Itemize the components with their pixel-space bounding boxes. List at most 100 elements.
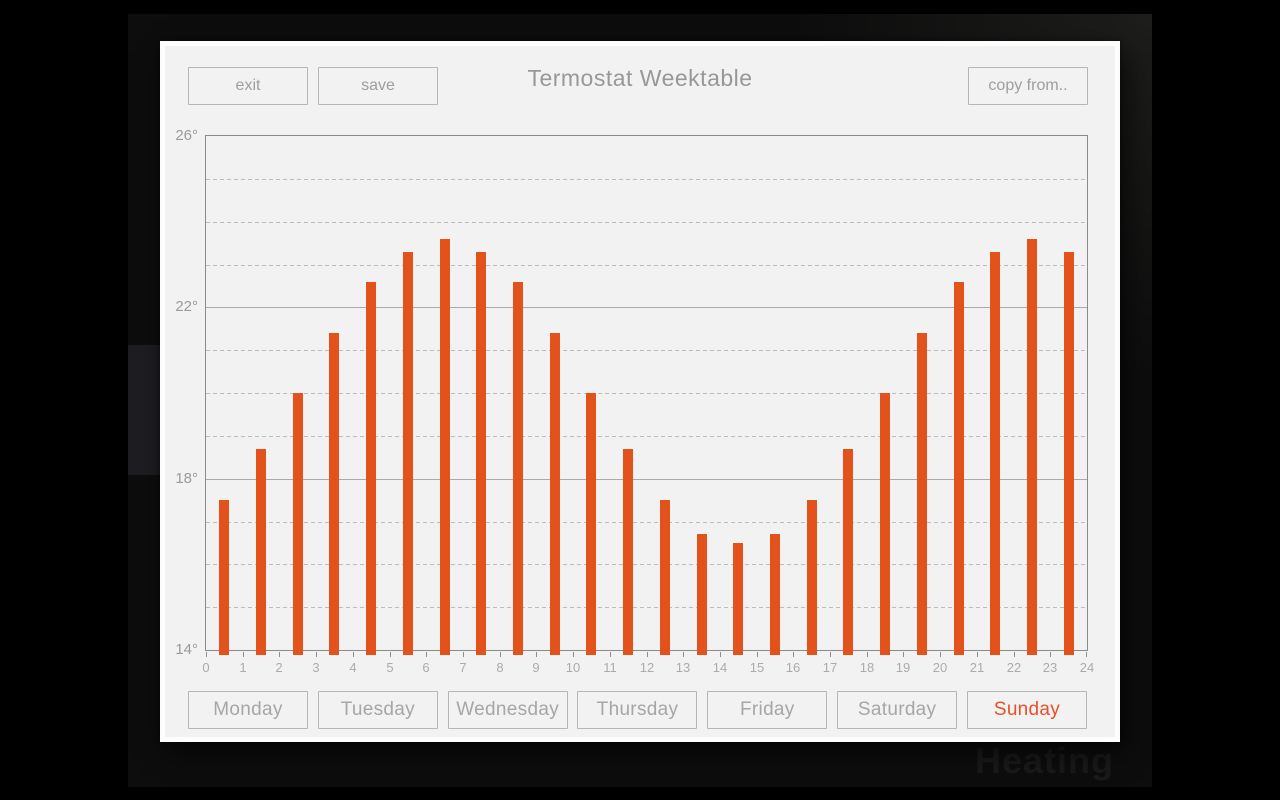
x-axis-tick-10 [573,652,574,657]
page-title: Termostat Weektable [527,65,753,91]
x-axis-label-13: 13 [675,660,691,675]
temp-bar-hour-0[interactable] [219,500,229,655]
x-axis-tick-22 [1014,652,1015,657]
x-axis-tick-3 [316,652,317,657]
x-axis-label-16: 16 [785,660,801,675]
day-button-thursday[interactable]: Thursday [577,691,698,729]
copy-from-button[interactable]: copy from.. [968,67,1088,105]
x-axis-label-8: 8 [496,660,504,675]
temp-bar-hour-1[interactable] [256,449,266,655]
x-axis-tick-19 [903,652,904,657]
temp-bar-hour-3[interactable] [329,333,339,655]
x-axis-tick-9 [536,652,537,657]
background-heating-label: Heating [975,740,1115,781]
x-axis-label-2: 2 [275,660,283,675]
x-axis-label-19: 19 [895,660,911,675]
temp-bar-hour-5[interactable] [403,252,413,655]
day-selector-row: Monday Tuesday Wednesday Thursday Friday Satu… [188,691,1087,729]
x-axis-label-18: 18 [859,660,875,675]
x-axis-label-5: 5 [386,660,394,675]
temp-bar-hour-18[interactable] [880,393,890,655]
day-button-sunday[interactable]: Sunday [966,691,1087,729]
day-button-wednesday[interactable]: Wednesday [447,691,568,729]
y-axis-label-18: 18° [175,470,198,487]
temp-bar-hour-16[interactable] [807,500,817,655]
x-axis-tick-23 [1050,652,1051,657]
temp-bar-hour-7[interactable] [476,252,486,655]
x-axis-label-22: 22 [1006,660,1022,675]
temp-bar-hour-10[interactable] [586,393,596,655]
temp-bar-hour-23[interactable] [1064,252,1074,655]
dialog-content: exit save Termostat Weektable copy from.… [165,46,1115,737]
x-axis-tick-15 [757,652,758,657]
x-axis-label-0: 0 [202,660,210,675]
temp-bar-hour-8[interactable] [513,282,523,655]
x-axis-label-10: 10 [565,660,581,675]
save-button[interactable]: save [318,67,438,105]
gridline-15deg [206,607,1087,608]
temp-bar-hour-6[interactable] [440,239,450,655]
gridline-18deg [206,479,1087,480]
x-axis-tick-20 [940,652,941,657]
x-axis-tick-6 [426,652,427,657]
day-button-friday[interactable]: Friday [707,691,828,729]
gridline-24deg [206,222,1087,223]
x-axis-label-6: 6 [422,660,430,675]
x-axis-label-3: 3 [312,660,320,675]
x-axis-tick-13 [683,652,684,657]
temp-bar-hour-11[interactable] [623,449,633,655]
x-axis-label-15: 15 [749,660,765,675]
gridline-23deg [206,265,1087,266]
x-axis-tick-14 [720,652,721,657]
gridline-20deg [206,393,1087,394]
x-axis-tick-21 [977,652,978,657]
temp-bar-hour-22[interactable] [1027,239,1037,655]
x-axis-label-7: 7 [459,660,467,675]
x-axis-label-12: 12 [639,660,655,675]
y-axis-label-22: 22° [175,298,198,315]
x-axis-tick-1 [243,652,244,657]
x-axis-label-1: 1 [239,660,247,675]
x-axis-label-23: 23 [1042,660,1058,675]
x-axis-tick-18 [867,652,868,657]
y-axis-label-14: 14° [175,641,198,658]
temp-bar-hour-13[interactable] [697,534,707,655]
x-axis-tick-7 [463,652,464,657]
thermostat-weektable-dialog: exit save Termostat Weektable copy from.… [160,41,1120,742]
gridline-22deg [206,307,1087,308]
temp-bar-hour-20[interactable] [954,282,964,655]
temp-bar-hour-21[interactable] [990,252,1000,655]
temp-bar-hour-2[interactable] [293,393,303,655]
x-axis-tick-4 [353,652,354,657]
x-axis-tick-0 [206,652,207,657]
x-axis-label-21: 21 [969,660,985,675]
temp-bar-hour-14[interactable] [733,543,743,655]
x-axis-tick-12 [647,652,648,657]
exit-button[interactable]: exit [188,67,308,105]
gridline-16deg [206,564,1087,565]
x-axis-tick-2 [279,652,280,657]
x-axis-label-4: 4 [349,660,357,675]
temp-bar-hour-19[interactable] [917,333,927,655]
background-left-block [128,345,162,475]
temp-bar-hour-17[interactable] [843,449,853,655]
week-schedule-chart: 26° 22° 18° 14° 0 1 2 3 4 5 6 7 8 9 10 11 12 13 14 15 16 17 18… [175,127,1094,675]
x-axis-tick-24 [1086,652,1087,657]
day-button-tuesday[interactable]: Tuesday [317,691,438,729]
x-axis-label-14: 14 [712,660,728,675]
temp-bar-hour-9[interactable] [550,333,560,655]
x-axis-tick-5 [390,652,391,657]
day-button-saturday[interactable]: Saturday [837,691,958,729]
x-axis-label-9: 9 [532,660,540,675]
gridline-17deg [206,522,1087,523]
x-axis-tick-16 [793,652,794,657]
x-axis-tick-8 [500,652,501,657]
gridline-19deg [206,436,1087,437]
x-axis-tick-17 [830,652,831,657]
temp-bar-hour-12[interactable] [660,500,670,655]
day-button-monday[interactable]: Monday [188,691,308,729]
temp-bar-hour-4[interactable] [366,282,376,655]
x-axis-tick-11 [610,652,611,657]
gridline-25deg [206,179,1087,180]
temp-bar-hour-15[interactable] [770,534,780,655]
